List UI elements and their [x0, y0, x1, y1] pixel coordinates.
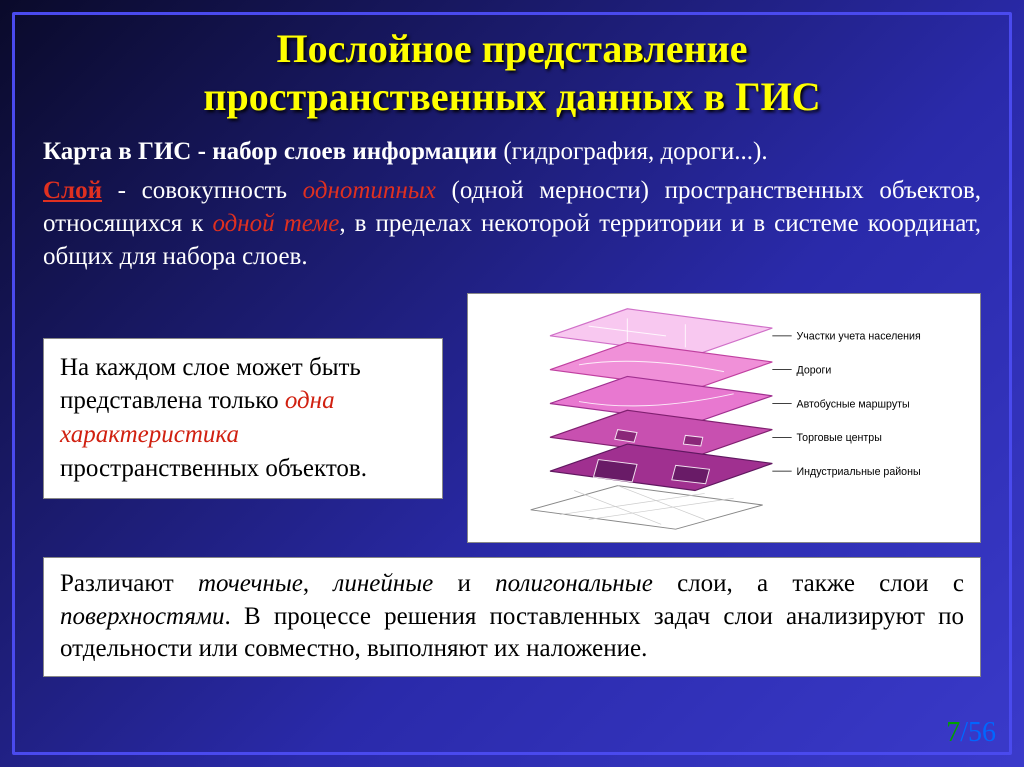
def-red2: одной теме	[212, 210, 339, 237]
callout-box: На каждом слое может быть представлена т…	[43, 338, 443, 499]
intro-paragraph: Карта в ГИС - набор слоев информации (ги…	[43, 135, 981, 168]
layer-label: Торговые центры	[797, 432, 882, 444]
layers-svg: Участки учета населения Дороги Автобусные …	[476, 302, 972, 534]
layer-term: Слой	[43, 177, 102, 204]
page-current: 7	[946, 717, 960, 748]
base-layer	[531, 486, 763, 530]
title-line-1: Послойное представление	[277, 26, 748, 71]
layer-label: Участки учета населения	[797, 331, 921, 343]
slide-frame: Послойное представление пространственных…	[12, 12, 1012, 755]
bot-t2: ,	[303, 570, 334, 597]
def-t1: - совокупность	[102, 177, 303, 204]
title-line-2: пространственных данных в ГИС	[203, 74, 820, 119]
bot-it1: точечные	[198, 570, 303, 597]
bot-it4: поверхностями	[60, 603, 224, 630]
page-total: 56	[968, 717, 996, 748]
callout-t2: пространственных объектов.	[60, 455, 367, 482]
bot-t4: слои, а также слои с	[653, 570, 964, 597]
layer-label: Индустриальные районы	[797, 466, 921, 478]
bot-t1: Различают	[60, 570, 198, 597]
layer-label: Дороги	[797, 365, 832, 377]
bot-it3: полигональные	[495, 570, 653, 597]
bot-t3: и	[433, 570, 495, 597]
bottom-box: Различают точечные, линейные и полигонал…	[43, 557, 981, 677]
middle-row: На каждом слое может быть представлена т…	[43, 293, 981, 543]
slide-title: Послойное представление пространственных…	[43, 25, 981, 121]
intro-lead: Карта в ГИС - набор слоев информации	[43, 138, 497, 165]
bot-it2: линейные	[333, 570, 433, 597]
layer-label: Автобусные маршруты	[797, 398, 910, 410]
layers-diagram: Участки учета населения Дороги Автобусные …	[467, 293, 981, 543]
def-red1: однотипных	[303, 177, 436, 204]
layer-plane	[550, 444, 772, 490]
intro-tail: (гидрография, дороги...).	[497, 138, 768, 165]
layer-definition: Слой - совокупность однотипных (одной ме…	[43, 174, 981, 273]
page-sep: /	[960, 717, 968, 748]
page-counter: 7/56	[946, 717, 996, 749]
